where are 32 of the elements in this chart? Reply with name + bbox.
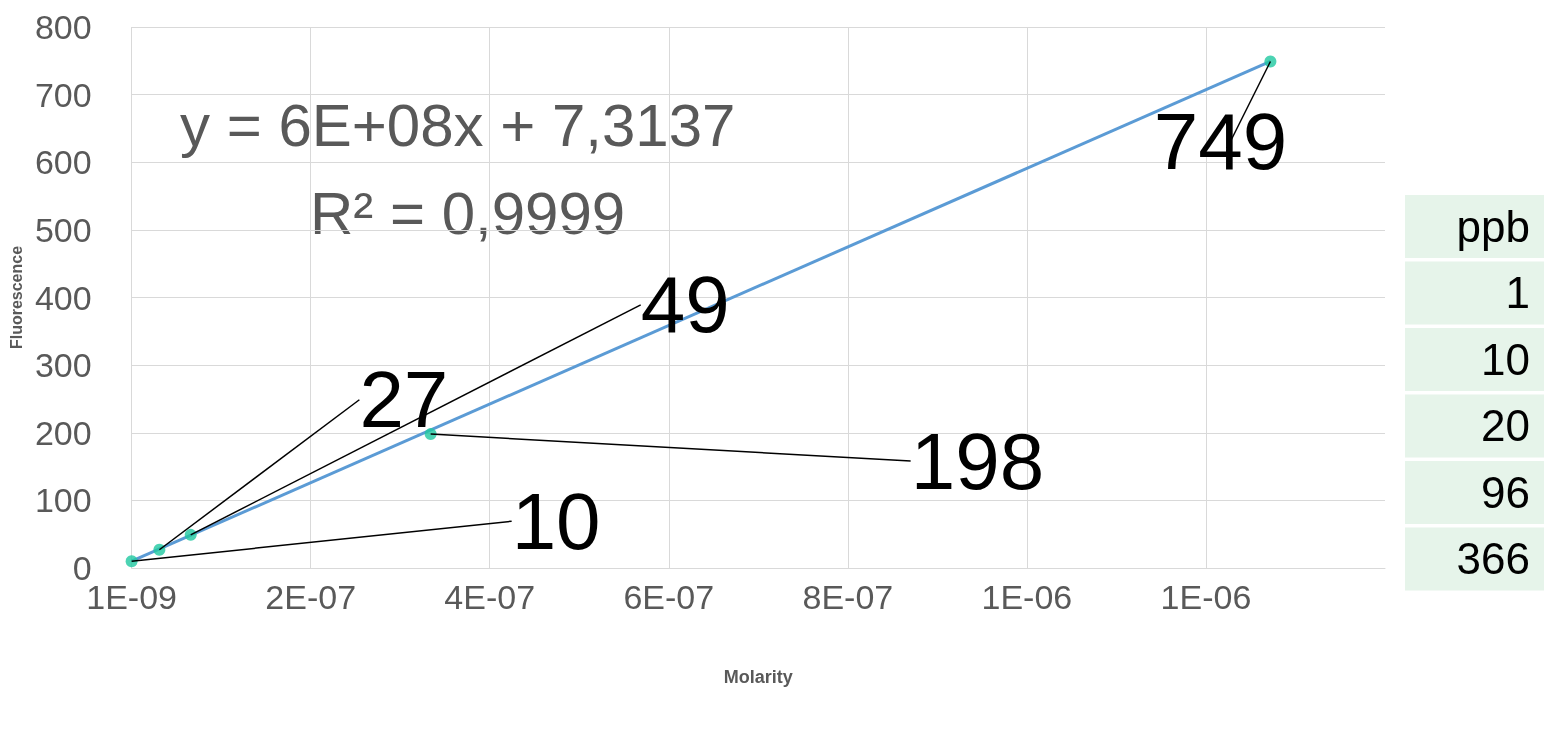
text: 10 [1481,334,1530,384]
point [153,543,166,556]
annotation: R² = 0,9999 [310,179,626,247]
annotation: y = 6E+08x + 7,3137 [180,91,736,159]
annotation: 198 [910,416,1045,506]
annotation: 10 [511,476,601,566]
x-tick-label: 6E-07 [623,578,715,616]
x-axis-title: Molarity [723,667,793,687]
text: 1 [1505,268,1530,317]
y-tick-label: 100 [34,481,92,520]
y-tick-label: 800 [34,8,92,46]
y-tick-label: 700 [34,75,92,114]
point [184,528,197,541]
y-tick-label: 300 [34,346,92,385]
y-axis-title: Fluorescence [7,245,25,350]
text: 366 [1456,534,1530,583]
point [1264,55,1277,68]
y-tick-label: 400 [34,278,92,317]
x-tick-label: 8E-07 [802,578,894,616]
x-tick-label: 1E-06 [1160,578,1252,616]
text: ppb [1456,201,1530,251]
annotation: 749 [1153,96,1288,186]
annotation: 27 [359,355,449,445]
x-tick-label: 4E-07 [444,578,536,616]
text: 20 [1481,401,1530,450]
x-tick-label: 2E-07 [265,578,357,616]
y-tick-label: 500 [34,210,92,249]
text: 96 [1481,467,1530,517]
y-tick-label: 200 [34,413,92,452]
point [424,428,437,441]
y-tick-label: 600 [34,143,92,182]
x-tick-label: 1E-06 [981,578,1073,616]
